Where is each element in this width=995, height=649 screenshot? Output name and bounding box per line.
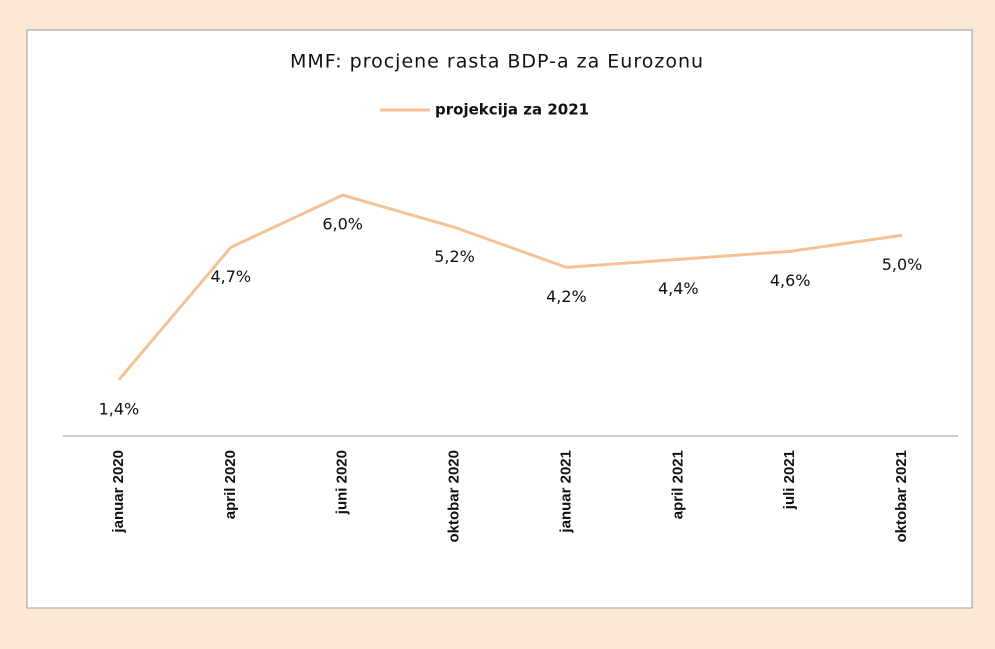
x-tick-label: oktobar 2020 [446,450,463,543]
chart-title: MMF: procjene rasta BDP-a za Eurozonu [290,51,704,73]
data-label: 4,2% [546,287,587,306]
plot-frame [26,29,973,609]
data-line [117,193,903,381]
x-tick-label: juli 2021 [781,450,798,510]
x-tick-label: januar 2020 [110,450,127,534]
data-label: 5,0% [882,255,923,274]
data-label: 5,2% [434,247,475,266]
x-tick-label: januar 2021 [557,450,574,534]
data-label: 6,0% [322,215,363,234]
data-label: 1,4% [99,399,140,418]
data-label: 4,4% [658,279,699,298]
x-tick-label: juni 2020 [334,450,351,515]
x-tick-label: april 2021 [669,450,686,519]
data-label: 4,6% [770,271,811,290]
x-tick-label: oktobar 2021 [893,450,910,543]
data-label: 4,7% [210,267,251,286]
x-tick-label: april 2020 [222,450,239,519]
legend-label: projekcija za 2021 [435,101,589,119]
